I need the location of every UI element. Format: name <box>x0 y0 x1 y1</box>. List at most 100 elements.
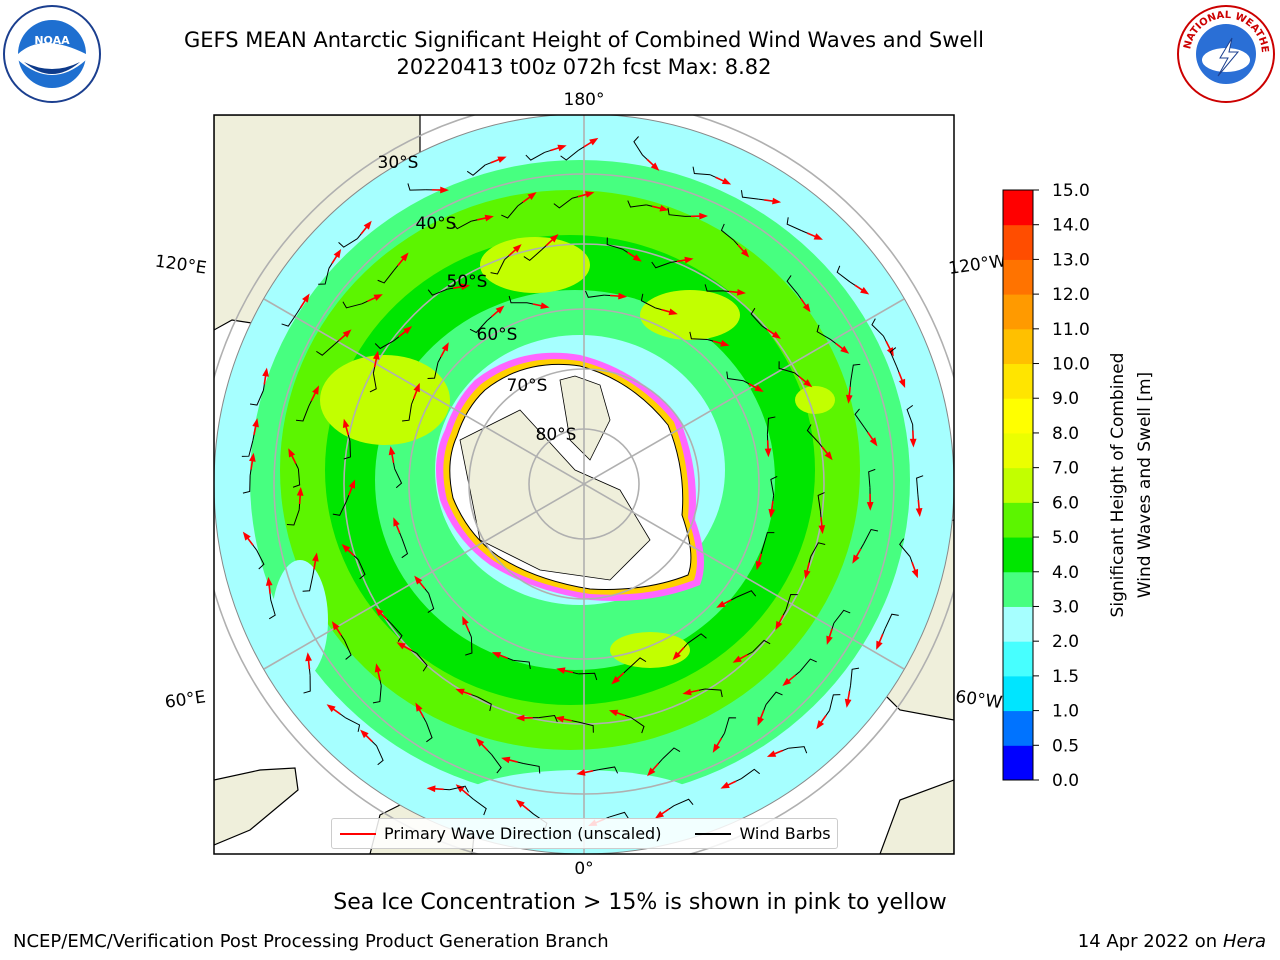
wind-barb <box>374 340 395 350</box>
wave-arrow <box>736 653 748 662</box>
wave-arrow-head <box>374 663 382 673</box>
wind-barb <box>720 223 735 241</box>
colorbar-tick-label: 8.0 <box>1052 424 1079 444</box>
chart-title: GEFS MEAN Antarctic Significant Height o… <box>183 28 985 52</box>
colorbar-swatch <box>1003 710 1033 746</box>
wind-barb <box>295 405 310 422</box>
colorbar-swatch <box>1003 675 1033 712</box>
wave-arrow <box>245 535 254 546</box>
wave-arrow <box>463 620 470 632</box>
wind-barb <box>871 318 884 337</box>
wave-arrow <box>583 139 595 148</box>
wind-barb <box>452 220 472 230</box>
wave-arrow-head <box>249 452 256 462</box>
wave-arrow <box>854 284 866 293</box>
wave-arrow-head <box>826 635 833 645</box>
wind-barb <box>303 675 311 694</box>
wind-barb <box>766 416 776 435</box>
wave-arrow-head <box>348 479 356 489</box>
colorbar-tick-label: 4.0 <box>1052 563 1079 583</box>
wave-arrow-head <box>388 446 396 456</box>
wave-arrow <box>299 297 308 309</box>
colorbar-tick-label: 9.0 <box>1052 389 1079 409</box>
wind-barb <box>609 811 629 819</box>
wind-barb <box>577 721 594 733</box>
wind-barb <box>786 217 802 232</box>
wave-arrow <box>545 236 556 247</box>
wave-arrow-head <box>768 508 776 518</box>
wave-arrow <box>846 690 851 704</box>
wave-arrow <box>720 599 732 607</box>
wind-barb <box>342 301 363 309</box>
lon-label-60w: 60°W <box>954 687 1003 713</box>
wave-arrow <box>577 192 590 198</box>
wind-barb <box>899 538 911 557</box>
wind-barb <box>806 424 819 443</box>
wave-arrow <box>417 706 425 718</box>
sea-ice-note: Sea Ice Concentration > 15% is shown in … <box>333 890 947 915</box>
wave-arrow <box>715 176 727 184</box>
africa-landmass <box>214 767 299 846</box>
wind-barb <box>553 197 573 209</box>
wind-barb <box>817 492 825 512</box>
wave-arrow <box>610 294 623 298</box>
wind-barb <box>377 269 395 284</box>
nws-logo: NATIONAL WEATHER SERVICE <box>1176 4 1275 103</box>
colorbar-tick-label: 0.5 <box>1052 736 1079 756</box>
wave-arrow <box>661 308 674 314</box>
wind-barb <box>416 652 428 672</box>
wind-barb <box>472 798 487 816</box>
legend-wave-direction: Primary Wave Direction (unscaled) <box>340 824 661 843</box>
colorbar-tick-label: 10.0 <box>1052 355 1090 375</box>
colorbar-swatch <box>1003 745 1033 781</box>
wind-barb <box>630 716 645 734</box>
wave-arrow <box>453 285 466 289</box>
wave-arrow <box>344 423 350 436</box>
wave-arrow <box>478 741 489 751</box>
wind-barb <box>538 714 558 723</box>
wave-arrow <box>848 386 851 399</box>
colorbar-label-1: Significant Height of Combined <box>1108 353 1128 618</box>
wind-barb <box>427 288 448 296</box>
colorbar-tick-label: 12.0 <box>1052 285 1090 305</box>
wave-arrow <box>398 328 409 338</box>
wave-arrow-head <box>618 292 628 300</box>
wave-arrow <box>416 578 426 590</box>
wave-arrow <box>400 643 412 652</box>
colorbar-tick-label: 13.0 <box>1052 250 1090 270</box>
wind-barb <box>318 268 330 285</box>
wave-arrow <box>373 355 378 368</box>
wave-arrow-head <box>845 394 853 404</box>
wave-arrow <box>785 674 796 684</box>
lat-label-30s: 30°S <box>378 153 419 173</box>
wind-barb <box>491 754 502 774</box>
wind-barb <box>345 717 361 732</box>
wave-arrow <box>835 342 846 352</box>
wind-barb <box>344 640 352 660</box>
colorbar-swatch <box>1003 641 1033 677</box>
wave-arrow-head <box>484 214 494 222</box>
legend-barb-label: Wind Barbs <box>739 824 831 843</box>
wind-barb <box>585 290 605 298</box>
wave-arrow-head <box>915 508 923 517</box>
graticule <box>214 115 954 854</box>
wave-arrow <box>360 224 370 235</box>
wave-arrow-head <box>684 256 694 264</box>
wave-arrow <box>377 610 388 621</box>
wave-arrow <box>459 786 470 796</box>
wave-arrow-head <box>426 785 436 793</box>
wave-arrow-head <box>555 715 565 723</box>
colorbar-swatch <box>1003 259 1033 295</box>
wind-barb <box>770 475 778 496</box>
wave-arrow <box>508 246 519 257</box>
wave-arrow-head <box>911 568 919 579</box>
wave-arrow-head <box>721 177 732 185</box>
wave-arrow-head <box>909 438 917 448</box>
wave-arrow-head <box>288 448 296 458</box>
legend-wave-label: Primary Wave Direction (unscaled) <box>384 824 662 843</box>
wave-arrow <box>649 762 660 774</box>
colorbar-tick-label: 1.0 <box>1052 702 1079 722</box>
wind-barb <box>627 657 647 670</box>
colorbar-tick-label: 14.0 <box>1052 216 1090 236</box>
wave-arrow <box>911 561 917 574</box>
